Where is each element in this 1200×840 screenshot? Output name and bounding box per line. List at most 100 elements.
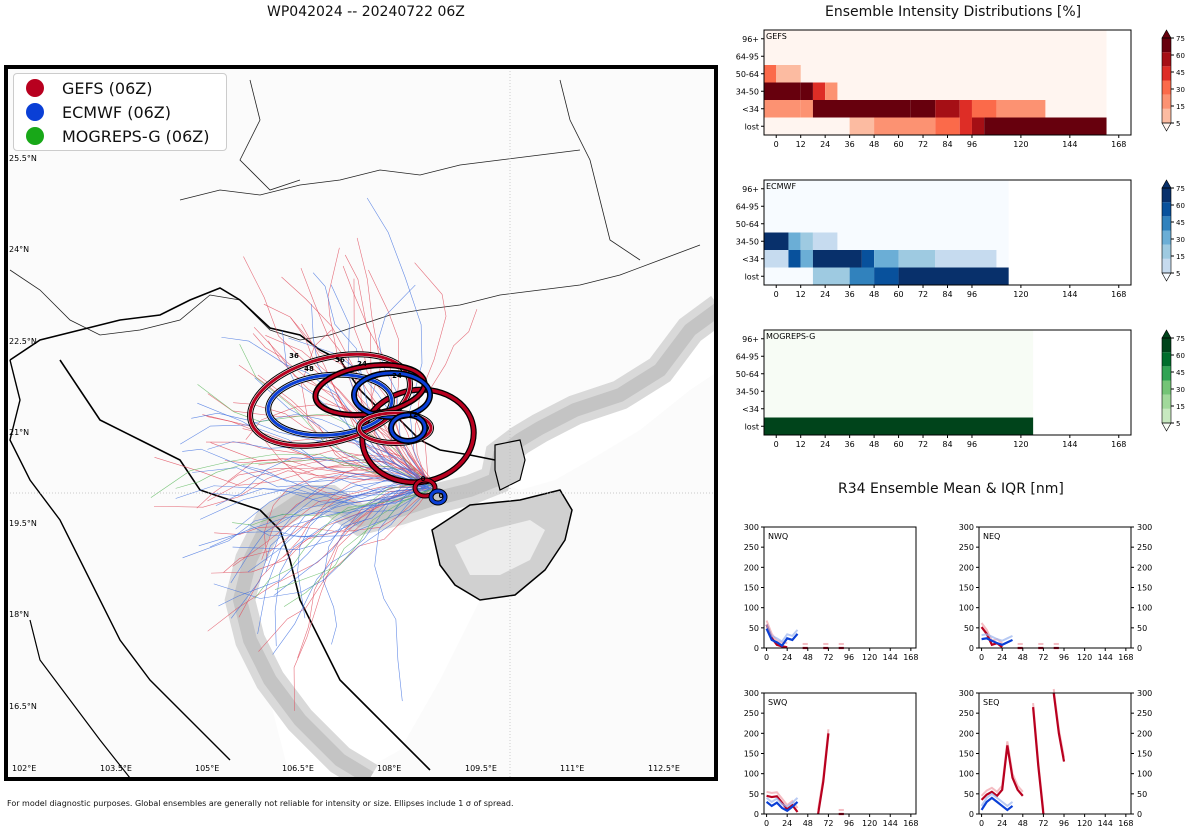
colorbar-tick-label: 60 [1176, 52, 1185, 60]
heatmap-cell [764, 82, 801, 100]
mean-line-ecmwf [765, 801, 799, 813]
x-tick-label: 24 [997, 819, 1007, 828]
heatmap-title: GEFS [766, 32, 787, 41]
ecmwf-ellipse-0h [429, 489, 447, 505]
map-legend: GEFS (06Z) ECMWF (06Z) MOGREPS-G (06Z) [13, 73, 227, 151]
colorbar-tick-label: 75 [1176, 335, 1185, 343]
ensemble-member-track [210, 488, 432, 503]
x-tick-label: 144 [883, 653, 898, 662]
legend-label-ecmwf: ECMWF (06Z) [62, 102, 171, 122]
colorbar-extend-max [1161, 329, 1172, 339]
heatmap-cell [800, 100, 813, 118]
y-tick-label-left: 0 [969, 644, 974, 653]
y-tick-label-left: 50 [964, 624, 974, 633]
y-tick-label: 200 [1137, 563, 1152, 572]
y-tick-label: 250 [1137, 709, 1152, 718]
ensemble-member-track [312, 272, 428, 489]
heatmap-cell [788, 250, 801, 268]
heatmap-gefs: GEFS 96+ 64-95 50-64 34-50 <34 lost 0 12 24 36 48 60… [736, 29, 1185, 149]
row-label: 50-64 [736, 70, 759, 79]
colorbar-segment [1162, 394, 1171, 409]
mean-line-gefs [980, 745, 1024, 801]
y-tick-label: 100 [744, 604, 759, 613]
x-tick-label: 144 [1098, 819, 1113, 828]
ecmwf-ellipse-36h [266, 373, 394, 437]
colorbar-frame [1161, 187, 1172, 274]
r34-frame [763, 526, 917, 649]
x-tick-label: 168 [1111, 290, 1126, 299]
y-tick-label: 50 [1137, 790, 1147, 799]
heatmap-title: MOGREPS-G [766, 332, 815, 341]
y-tick-label: 300 [744, 523, 759, 532]
colorbar-segment [1162, 38, 1171, 53]
row-label: 34-50 [736, 237, 759, 246]
ensemble-member-track [272, 486, 427, 655]
ensemble-member-track [301, 329, 424, 483]
ecmwf-ellipse-24h [352, 371, 432, 419]
y-tick-label-left: 200 [959, 563, 974, 572]
colorbar-tick-label: 30 [1176, 236, 1185, 244]
heatmap-cell [898, 250, 936, 268]
x-tick-label: 72 [823, 819, 833, 828]
y-tick-label: 50 [749, 790, 759, 799]
lon-label-105: 105°E [195, 764, 219, 773]
colorbar-extend-min [1161, 422, 1172, 432]
x-tick-label: 96 [844, 653, 854, 662]
province-border-2 [179, 149, 581, 201]
colorbar-frame [1161, 37, 1172, 124]
y-tick-label-left: 250 [959, 709, 974, 718]
y-tick-label: 150 [1137, 584, 1152, 593]
legend-label-gefs: GEFS (06Z) [62, 78, 153, 98]
x-tick-label: 36 [845, 140, 855, 149]
ensemble-member-track [205, 441, 423, 482]
province-border-1 [9, 244, 701, 341]
x-tick-label: 36 [845, 440, 855, 449]
ensemble-member-track [211, 487, 435, 574]
colorbar-tick-label: 5 [1176, 420, 1180, 428]
ensemble-member-track [247, 489, 432, 537]
x-tick-label: 60 [893, 140, 903, 149]
ensemble-member-track [254, 489, 430, 599]
gefs-marker-icon [26, 79, 44, 97]
province-border-3 [559, 79, 641, 261]
x-tick-label: 120 [1013, 290, 1028, 299]
x-tick-label: 0 [979, 653, 984, 662]
y-tick-label: 250 [744, 709, 759, 718]
x-tick-label: 144 [1062, 440, 1077, 449]
x-tick-label: 0 [764, 819, 769, 828]
colorbar-tick-label: 30 [1176, 386, 1185, 394]
r34-quadrant-title: SEQ [983, 698, 999, 707]
row-label: 96+ [742, 335, 759, 344]
row-label: 96+ [742, 35, 759, 44]
heatmap-cell [812, 250, 862, 268]
x-tick-label: 24 [820, 290, 830, 299]
colorbar-frame [1161, 337, 1172, 424]
lon-label-108: 108°E [377, 764, 401, 773]
colorbar-tick-label: 15 [1176, 103, 1185, 111]
ensemble-member-track [182, 448, 431, 508]
lat-label-16-5: 16.5°N [9, 702, 37, 711]
ensemble-member-track [414, 309, 478, 485]
ensemble-member-track [230, 484, 427, 584]
intensity-title: Ensemble Intensity Distributions [%] [825, 4, 1082, 20]
colorbar-tick-label: 5 [1176, 270, 1180, 278]
heatmap-cell [996, 100, 1046, 118]
gefs-ellipse-0h [413, 478, 437, 498]
heatmap-cell [984, 117, 1107, 135]
heatmap-cell [764, 65, 777, 83]
heatmap-cell [812, 232, 838, 250]
x-tick-label: 120 [862, 819, 877, 828]
iqr-band [980, 792, 1014, 808]
x-tick-label: 24 [820, 440, 830, 449]
x-tick-label: 0 [979, 819, 984, 828]
colorbar-segment [1162, 66, 1171, 81]
y-tick-label: 100 [1137, 604, 1152, 613]
ensemble-member-track [218, 484, 435, 607]
row-label: lost [745, 122, 759, 131]
y-tick-label: 300 [744, 689, 759, 698]
x-tick-label: 72 [918, 140, 928, 149]
x-tick-label: 96 [967, 440, 977, 449]
colorbar-tick-label: 75 [1176, 35, 1185, 43]
lat-label-24: 24°N [9, 245, 29, 254]
lon-label-103-5: 103.5°E [100, 764, 132, 773]
